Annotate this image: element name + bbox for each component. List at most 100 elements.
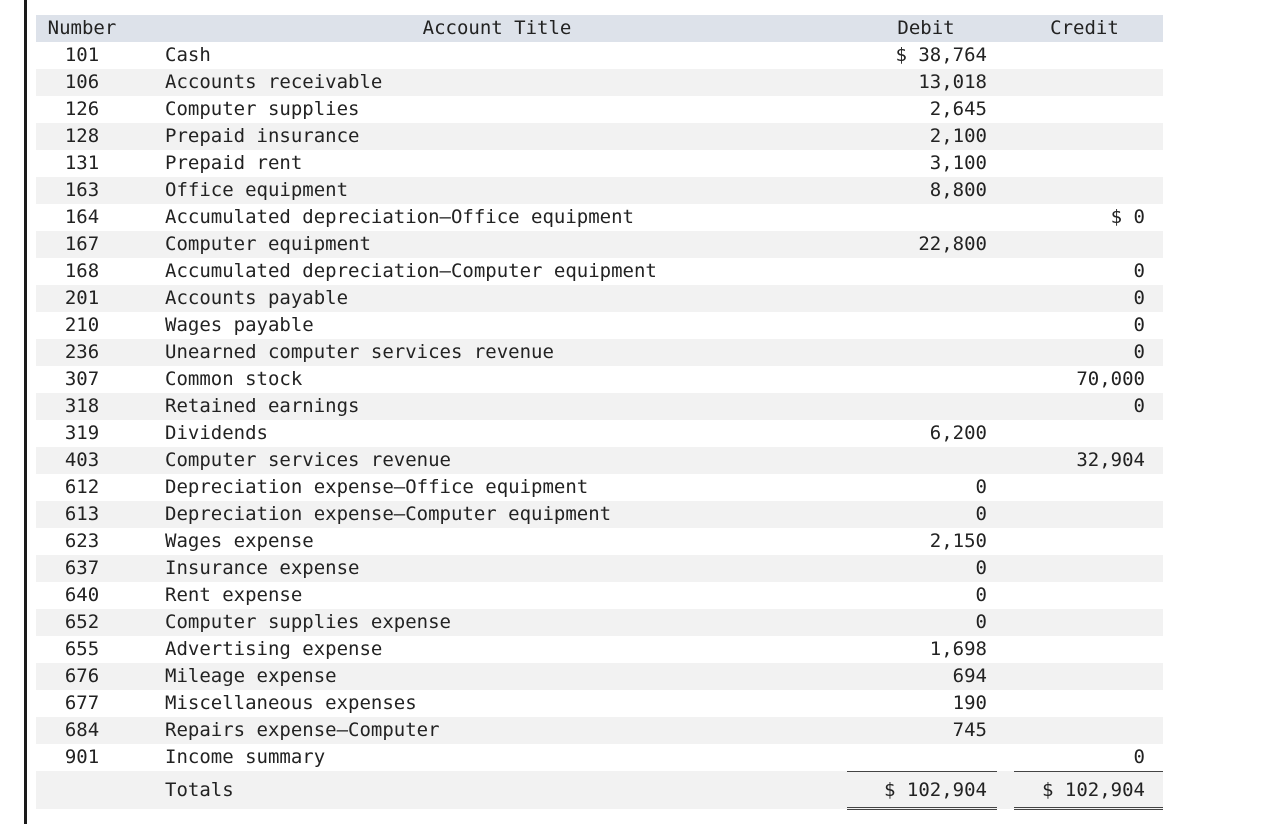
credit-amount: 32,904 (1076, 449, 1145, 471)
header-debit: Debit (897, 17, 955, 39)
account-number: 101 (64, 44, 100, 66)
account-number: 655 (64, 638, 100, 660)
debit-amount: 0 (975, 503, 987, 525)
account-title: Repairs expense—Computer (165, 719, 440, 741)
debit-amount: 190 (952, 692, 987, 714)
trial-balance-table: Number Account Title Debit Credit 101 Cas… (36, 15, 1163, 810)
credit-amount: 0 (1133, 395, 1145, 417)
debit-amount: 8,800 (929, 179, 987, 201)
account-title: Accounts receivable (165, 71, 383, 93)
debit-amount: 1,698 (929, 638, 987, 660)
credit-amount: 0 (1133, 287, 1145, 309)
table-row: 167 Computer equipment 22,800 (36, 231, 1163, 258)
debit-amount: 0 (975, 557, 987, 579)
table-row: 652 Computer supplies expense 0 (36, 609, 1163, 636)
table-body: 101 Cash $ 38,764 106 Accounts receivable 13,… (36, 42, 1163, 771)
account-title: Mileage expense (165, 665, 337, 687)
table-row: 676 Mileage expense 694 (36, 663, 1163, 690)
account-title: Accumulated depreciation—Office equipmen… (165, 206, 634, 228)
debit-amount: 745 (952, 719, 987, 741)
account-number: 168 (64, 260, 100, 282)
account-number: 684 (64, 719, 100, 741)
debit-amount: 2,150 (929, 530, 987, 552)
account-number: 236 (64, 341, 100, 363)
table-row: 131 Prepaid rent 3,100 (36, 150, 1163, 177)
account-number: 901 (64, 746, 100, 768)
account-title: Retained earnings (165, 395, 360, 417)
table-row: 101 Cash $ 38,764 (36, 42, 1163, 69)
table-row: 637 Insurance expense 0 (36, 555, 1163, 582)
account-number: 128 (64, 125, 100, 147)
totals-credit: $ 102,904 (1042, 779, 1145, 801)
debit-amount: 3,100 (929, 152, 987, 174)
credit-amount: 0 (1133, 341, 1145, 363)
credit-amount: 0 (1133, 260, 1145, 282)
credit-amount: $ 0 (1110, 206, 1145, 228)
account-title: Income summary (165, 746, 326, 768)
account-number: 612 (64, 476, 100, 498)
account-title: Office equipment (165, 179, 349, 201)
account-title: Accumulated depreciation—Computer equipm… (165, 260, 657, 282)
header-credit: Credit (1050, 17, 1119, 39)
credit-double-underline (1014, 807, 1163, 810)
account-title: Advertising expense (165, 638, 383, 660)
totals-debit: $ 102,904 (884, 779, 987, 801)
table-row: 164 Accumulated depreciation—Office equip… (36, 204, 1163, 231)
credit-amount: 0 (1133, 746, 1145, 768)
account-number: 131 (64, 152, 100, 174)
table-header-row: Number Account Title Debit Credit (36, 15, 1163, 42)
account-number: 403 (64, 449, 100, 471)
account-title: Insurance expense (165, 557, 360, 579)
debit-amount: 694 (952, 665, 987, 687)
account-title: Computer services revenue (165, 449, 451, 471)
table-row: 168 Accumulated depreciation—Computer equ… (36, 258, 1163, 285)
debit-amount: 0 (975, 611, 987, 633)
debit-amount: $ 38,764 (895, 44, 987, 66)
debit-amount: 0 (975, 476, 987, 498)
account-number: 613 (64, 503, 100, 525)
table-row: 901 Income summary 0 (36, 744, 1163, 771)
totals-label: Totals (165, 779, 234, 801)
account-number: 319 (64, 422, 100, 444)
account-title: Prepaid insurance (165, 125, 360, 147)
credit-sum-line (1014, 771, 1163, 772)
table-row: 307 Common stock 70,000 (36, 366, 1163, 393)
account-number: 318 (64, 395, 100, 417)
table-row: 210 Wages payable 0 (36, 312, 1163, 339)
account-title: Wages payable (165, 314, 314, 336)
debit-amount: 6,200 (929, 422, 987, 444)
debit-sum-line (847, 771, 997, 772)
account-title: Unearned computer services revenue (165, 341, 554, 363)
debit-amount: 22,800 (918, 233, 987, 255)
table-row: 126 Computer supplies 2,645 (36, 96, 1163, 123)
account-title: Computer equipment (165, 233, 371, 255)
table-row: 201 Accounts payable 0 (36, 285, 1163, 312)
table-row: 684 Repairs expense—Computer 745 (36, 717, 1163, 744)
account-number: 676 (64, 665, 100, 687)
table-row: 106 Accounts receivable 13,018 (36, 69, 1163, 96)
debit-amount: 2,645 (929, 98, 987, 120)
totals-row: Totals $ 102,904 $ 102,904 (36, 771, 1163, 810)
account-title: Prepaid rent (165, 152, 303, 174)
credit-amount: 70,000 (1076, 368, 1145, 390)
account-title: Wages expense (165, 530, 314, 552)
table-row: 236 Unearned computer services revenue 0 (36, 339, 1163, 366)
table-row: 623 Wages expense 2,150 (36, 528, 1163, 555)
account-title: Common stock (165, 368, 303, 390)
account-title: Depreciation expense—Office equipment (165, 476, 589, 498)
account-title: Computer supplies (165, 98, 360, 120)
account-number: 623 (64, 530, 100, 552)
account-number: 106 (64, 71, 100, 93)
credit-amount: 0 (1133, 314, 1145, 336)
account-number: 307 (64, 368, 100, 390)
table-row: 613 Depreciation expense—Computer equipme… (36, 501, 1163, 528)
table-row: 318 Retained earnings 0 (36, 393, 1163, 420)
table-row: 319 Dividends 6,200 (36, 420, 1163, 447)
account-number: 201 (64, 287, 100, 309)
account-number: 167 (64, 233, 100, 255)
debit-amount: 2,100 (929, 125, 987, 147)
account-title: Accounts payable (165, 287, 349, 309)
table-row: 403 Computer services revenue 32,904 (36, 447, 1163, 474)
table-row: 612 Depreciation expense—Office equipment… (36, 474, 1163, 501)
debit-amount: 0 (975, 584, 987, 606)
